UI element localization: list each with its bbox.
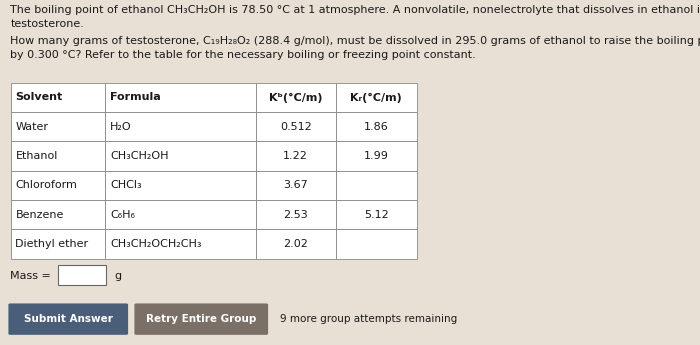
Text: 0.512: 0.512 (280, 122, 312, 132)
Bar (10, 200, 105, 229)
Text: testosterone.: testosterone. (10, 19, 85, 29)
Bar (105, 200, 256, 229)
FancyBboxPatch shape (134, 304, 268, 335)
Text: Retry Entire Group: Retry Entire Group (146, 314, 256, 324)
Text: 5.12: 5.12 (364, 210, 388, 220)
Bar (256, 229, 336, 259)
Bar (336, 141, 416, 171)
Text: 1.22: 1.22 (284, 151, 308, 161)
Bar (10, 229, 105, 259)
Bar (105, 171, 256, 200)
Bar (336, 171, 416, 200)
Text: Diethyl ether: Diethyl ether (15, 239, 88, 249)
Bar (10, 112, 105, 141)
Text: The boiling point of ethanol CH₃CH₂OH is 78.50 °C at 1 atmosphere. A nonvolatile: The boiling point of ethanol CH₃CH₂OH is… (10, 5, 700, 15)
Bar (256, 83, 336, 112)
FancyBboxPatch shape (8, 304, 128, 335)
Text: 3.67: 3.67 (284, 180, 308, 190)
Text: 1.99: 1.99 (364, 151, 388, 161)
Text: CH₃CH₂OCH₂CH₃: CH₃CH₂OCH₂CH₃ (110, 239, 202, 249)
Text: Water: Water (15, 122, 48, 132)
Text: by 0.300 °C? Refer to the table for the necessary boiling or freezing point cons: by 0.300 °C? Refer to the table for the … (10, 50, 476, 60)
Text: CHCl₃: CHCl₃ (110, 180, 141, 190)
Bar (256, 200, 336, 229)
Text: 2.53: 2.53 (284, 210, 308, 220)
Text: H₂O: H₂O (110, 122, 132, 132)
Bar (336, 112, 416, 141)
Text: Solvent: Solvent (15, 92, 63, 102)
Bar (105, 229, 256, 259)
Bar (336, 200, 416, 229)
Bar (10, 141, 105, 171)
Text: 9 more group attempts remaining: 9 more group attempts remaining (280, 314, 457, 324)
Text: Submit Answer: Submit Answer (24, 314, 113, 324)
Text: Kᵇ(°C/m): Kᵇ(°C/m) (269, 92, 323, 102)
Text: Formula: Formula (110, 92, 161, 102)
Bar (256, 171, 336, 200)
Bar (10, 171, 105, 200)
Text: Ethanol: Ethanol (15, 151, 58, 161)
Bar (256, 112, 336, 141)
Text: Benzene: Benzene (15, 210, 64, 220)
Text: How many grams of testosterone, C₁₉H₂₈O₂ (288.4 g/mol), must be dissolved in 295: How many grams of testosterone, C₁₉H₂₈O₂… (10, 36, 700, 46)
Bar (105, 83, 256, 112)
Text: Kᵣ(°C/m): Kᵣ(°C/m) (351, 92, 402, 102)
Text: Chloroform: Chloroform (15, 180, 77, 190)
Text: CH₃CH₂OH: CH₃CH₂OH (110, 151, 169, 161)
Bar (256, 141, 336, 171)
Bar (336, 83, 416, 112)
Bar (58, 265, 106, 285)
Bar (10, 83, 105, 112)
Text: 1.86: 1.86 (364, 122, 388, 132)
Text: 2.02: 2.02 (284, 239, 308, 249)
Bar (105, 112, 256, 141)
Text: C₆H₆: C₆H₆ (110, 210, 135, 220)
Text: Mass =: Mass = (10, 271, 51, 281)
Text: g: g (114, 271, 121, 281)
Bar (336, 229, 416, 259)
Bar (105, 141, 256, 171)
